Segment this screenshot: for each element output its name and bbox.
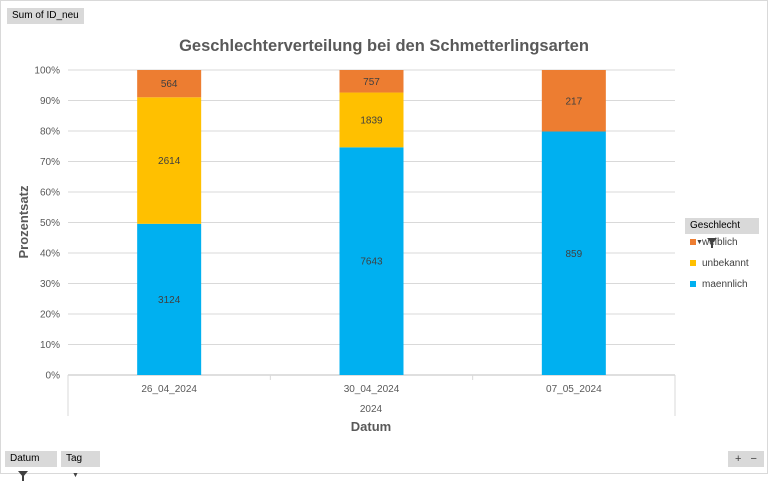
y-tick-label: 0% bbox=[46, 371, 61, 382]
y-tick-label: 100% bbox=[34, 66, 60, 77]
zoom-out-button[interactable]: − bbox=[750, 453, 757, 465]
bar-segment-weiblich[interactable] bbox=[541, 70, 606, 132]
legend-label: unbekannt bbox=[702, 258, 749, 269]
x-tick-label: 26_04_2024 bbox=[141, 384, 197, 395]
zoom-controls: + − bbox=[728, 451, 764, 467]
y-tick-label: 10% bbox=[40, 340, 60, 351]
axis-field-label-tag: Tag bbox=[66, 453, 83, 464]
legend-label: weiblich bbox=[702, 237, 738, 248]
zoom-in-button[interactable]: + bbox=[735, 453, 742, 465]
chart-title: Geschlechterverteilung bei den Schmetter… bbox=[179, 37, 589, 55]
value-field-button[interactable]: Sum of ID_neu bbox=[7, 8, 84, 24]
filter-icon bbox=[18, 471, 28, 482]
bar-segment-maennlich[interactable] bbox=[541, 131, 606, 375]
axis-field-button-datum[interactable]: Datum bbox=[5, 451, 57, 482]
bar-segment-weiblich[interactable] bbox=[137, 70, 202, 98]
legend-item-maennlich[interactable]: maennlich bbox=[690, 278, 748, 292]
x-axis-label: Datum bbox=[351, 419, 391, 434]
data-label: 217 bbox=[565, 96, 582, 107]
y-tick-label: 60% bbox=[40, 188, 60, 199]
bar-segment-unbekannt[interactable] bbox=[339, 92, 404, 148]
y-tick-label: 70% bbox=[40, 157, 60, 168]
y-tick-label: 30% bbox=[40, 279, 60, 290]
data-label: 564 bbox=[161, 79, 178, 90]
legend-field-button[interactable]: Geschlecht ▼ bbox=[685, 218, 759, 249]
chart-plot: Geschlechterverteilung bei den Schmetter… bbox=[16, 37, 676, 434]
data-label: 1839 bbox=[360, 115, 383, 126]
axis-field-label-datum: Datum bbox=[10, 453, 40, 464]
legend-swatch bbox=[690, 281, 696, 288]
y-tick-label: 20% bbox=[40, 310, 60, 321]
y-tick-label: 50% bbox=[40, 218, 60, 229]
axis-field-button-tag[interactable]: Tag ▼ bbox=[61, 451, 100, 479]
filter-icon bbox=[706, 238, 717, 249]
legend-item-weiblich[interactable]: weiblich bbox=[690, 236, 738, 250]
y-axis-label: Prozentsatz bbox=[16, 185, 31, 258]
legend-swatch bbox=[690, 239, 696, 246]
y-tick-label: 40% bbox=[40, 249, 60, 260]
bar-segment-unbekannt[interactable] bbox=[137, 97, 202, 224]
bar-segment-maennlich[interactable] bbox=[339, 147, 404, 375]
value-field-label: Sum of ID_neu bbox=[12, 10, 79, 21]
data-label: 859 bbox=[565, 249, 582, 260]
x-tick-label: 07_05_2024 bbox=[546, 384, 602, 395]
x-tick-label: 30_04_2024 bbox=[344, 384, 400, 395]
bar-segment-maennlich[interactable] bbox=[137, 223, 202, 375]
legend-swatch bbox=[690, 260, 696, 267]
data-label: 3124 bbox=[158, 295, 181, 306]
bar-segment-weiblich[interactable] bbox=[339, 70, 404, 93]
legend-item-unbekannt[interactable]: unbekannt bbox=[690, 257, 749, 271]
data-label: 2614 bbox=[158, 156, 181, 167]
category-group-label: 2024 bbox=[360, 404, 383, 415]
legend-label: maennlich bbox=[702, 279, 748, 290]
y-tick-label: 90% bbox=[40, 96, 60, 107]
legend-field-label: Geschlecht bbox=[690, 220, 741, 231]
y-tick-label: 80% bbox=[40, 127, 60, 138]
data-label: 7643 bbox=[360, 257, 383, 268]
data-label: 757 bbox=[363, 77, 380, 88]
dropdown-icon: ▼ bbox=[696, 239, 703, 246]
dropdown-icon: ▼ bbox=[72, 472, 79, 479]
